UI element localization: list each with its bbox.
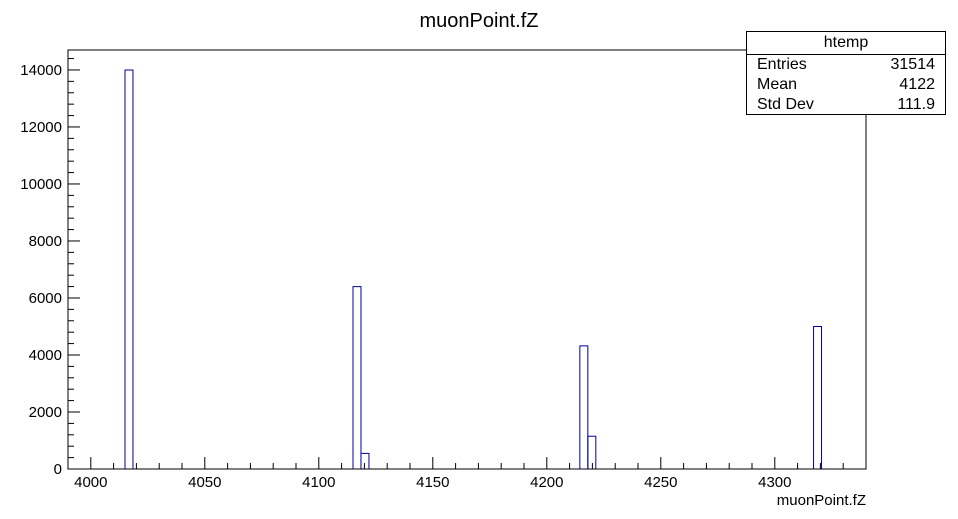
y-tick-label: 12000 (20, 119, 62, 136)
stats-row-entries: Entries 31514 (747, 55, 945, 75)
stats-mean-label: Mean (757, 76, 798, 93)
y-tick-label: 8000 (29, 233, 62, 250)
x-tick-label: 4300 (758, 474, 791, 491)
stats-stddev-label: Std Dev (757, 96, 814, 113)
stats-mean-value: 4122 (899, 76, 935, 93)
stats-row-stddev: Std Dev 111.9 (747, 95, 945, 115)
stats-box: htemp Entries 31514 Mean 4122 Std Dev 11… (746, 31, 946, 115)
chart-title: muonPoint.fZ (420, 10, 539, 32)
stats-title: htemp (747, 32, 945, 55)
x-axis: 4000 4050 4100 4150 4200 4250 4300 (67, 457, 867, 491)
stats-row-mean: Mean 4122 (747, 75, 945, 95)
x-tick-label: 4000 (74, 474, 107, 491)
histogram-bins (124, 69, 823, 469)
histogram-bin (124, 69, 134, 469)
histogram-bin (587, 435, 597, 469)
stats-stddev-value: 111.9 (897, 96, 935, 113)
x-axis-label: muonPoint.fZ (777, 492, 866, 509)
histogram-bin (360, 452, 370, 469)
histogram-bin (813, 325, 823, 469)
y-tick-label: 0 (54, 461, 62, 478)
stats-entries-value: 31514 (890, 56, 936, 73)
histogram-bin (352, 286, 362, 469)
x-tick-label: 4200 (530, 474, 563, 491)
y-tick-label: 2000 (29, 404, 62, 421)
stats-entries-label: Entries (757, 56, 807, 73)
plot-frame (67, 49, 867, 470)
x-tick-label: 4100 (302, 474, 335, 491)
y-tick-label: 6000 (29, 290, 62, 307)
x-tick-label: 4150 (416, 474, 449, 491)
y-tick-label: 14000 (20, 62, 62, 79)
x-tick-label: 4250 (644, 474, 677, 491)
histogram-bin (579, 345, 589, 469)
y-tick-label: 4000 (29, 347, 62, 364)
y-tick-label: 10000 (20, 176, 62, 193)
x-tick-label: 4050 (188, 474, 221, 491)
y-axis: 0 2000 4000 6000 8000 10000 12000 14000 (20, 58, 80, 478)
